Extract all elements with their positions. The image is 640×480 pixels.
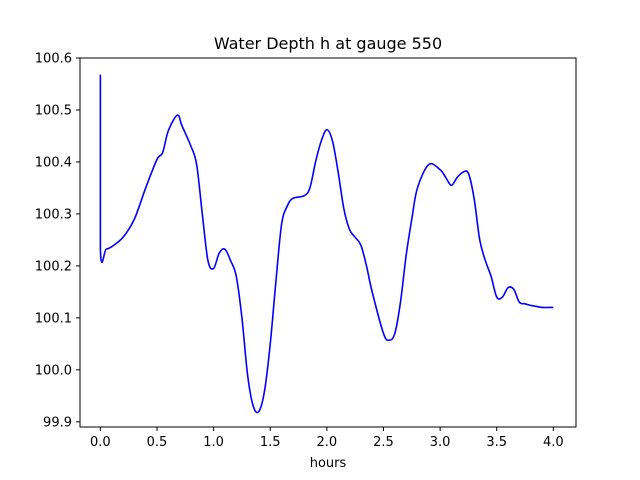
x-tick-label: 3.0 <box>430 435 451 450</box>
y-tick-label: 100.1 <box>35 311 72 326</box>
series-line-0 <box>99 74 554 414</box>
x-tick-label: 0.5 <box>147 435 168 450</box>
plot-area <box>99 74 554 414</box>
x-axis-label: hours <box>310 456 347 471</box>
y-tick-label: 100.6 <box>35 52 72 67</box>
y-axis-ticks: 99.9 100.0 100.1 100.2 100.3 100.4 100.5 100.6 <box>35 52 80 430</box>
y-tick-label: 100.5 <box>35 103 72 118</box>
x-tick-label: 1.0 <box>203 435 224 450</box>
axes-frame <box>79 57 577 428</box>
y-tick-label: 99.9 <box>43 415 72 430</box>
x-tick-label: 4.0 <box>543 435 564 450</box>
x-tick-label: 3.5 <box>486 435 507 450</box>
y-tick-label: 100.0 <box>35 363 72 378</box>
x-tick-label: 1.5 <box>260 435 281 450</box>
y-tick-label: 100.2 <box>35 259 72 274</box>
chart-title: Water Depth h at gauge 550 <box>214 34 442 53</box>
x-tick-label: 0.0 <box>90 435 111 450</box>
y-tick-label: 100.3 <box>35 207 72 222</box>
x-axis-ticks: 0.0 0.5 1.0 1.5 2.0 2.5 3.0 3.5 4.0 <box>90 427 564 450</box>
x-tick-label: 2.5 <box>373 435 394 450</box>
y-tick-label: 100.4 <box>35 155 72 170</box>
x-tick-label: 2.0 <box>317 435 338 450</box>
